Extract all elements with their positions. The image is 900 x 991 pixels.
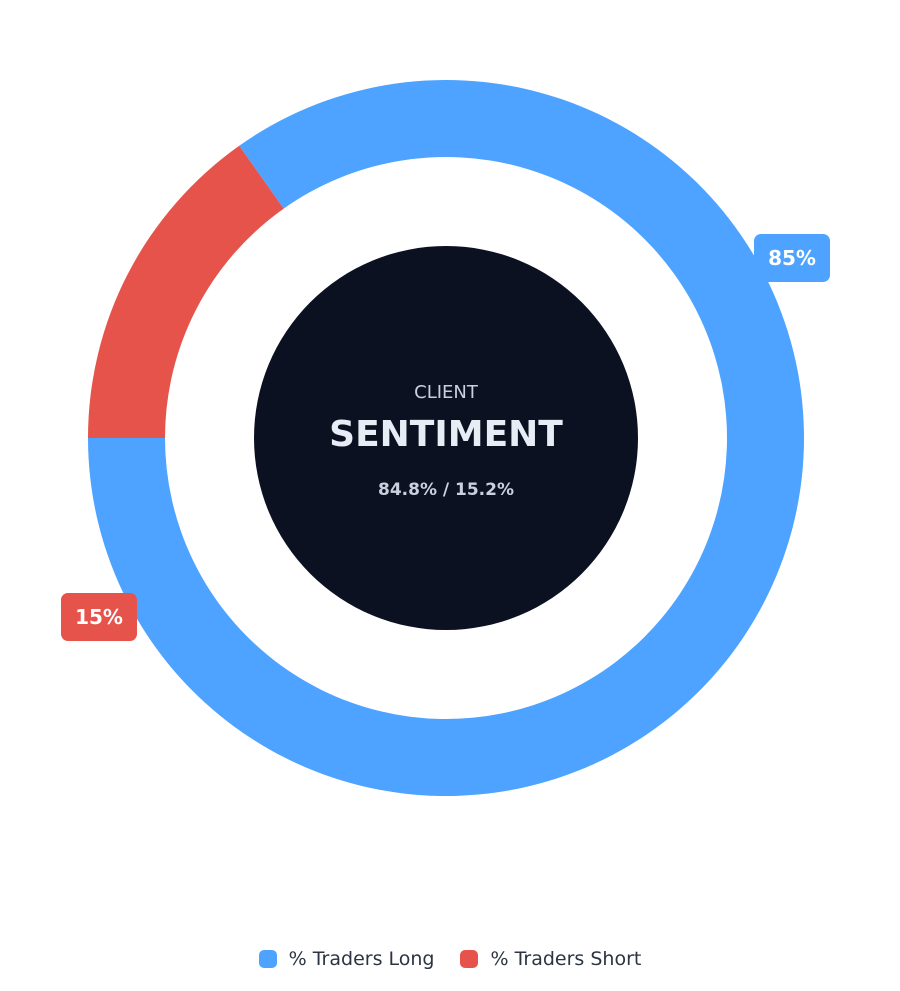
center-circle	[254, 246, 638, 630]
slice-label-bg	[754, 234, 830, 282]
slice-label-short: 15%	[61, 593, 137, 641]
slice-labels: 85% 15%	[61, 234, 830, 641]
donut-slice-short[interactable]	[88, 145, 284, 438]
legend-swatch-long	[258, 950, 277, 968]
legend-label-short: % Traders Short	[490, 948, 642, 970]
legend-item-long[interactable]: % Traders Long	[258, 948, 435, 970]
donut-slices	[88, 80, 804, 796]
legend-swatch-short	[460, 950, 479, 968]
slice-label-long: 85%	[754, 234, 830, 282]
slice-label-text: 85%	[768, 246, 816, 270]
center-subtitle: CLIENT	[414, 382, 479, 403]
sentiment-donut-chart: CLIENT SENTIMENT 84.8% / 15.2% 85% 15%	[61, 80, 830, 796]
slice-label-text: 15%	[75, 605, 123, 629]
slice-label-bg	[61, 593, 137, 641]
legend-label-long: % Traders Long	[288, 948, 435, 970]
center-title: SENTIMENT	[329, 414, 563, 455]
legend-item-short[interactable]: % Traders Short	[460, 948, 641, 970]
legend: % Traders Long % Traders Short	[0, 948, 900, 970]
center-detail: 84.8% / 15.2%	[378, 480, 514, 500]
